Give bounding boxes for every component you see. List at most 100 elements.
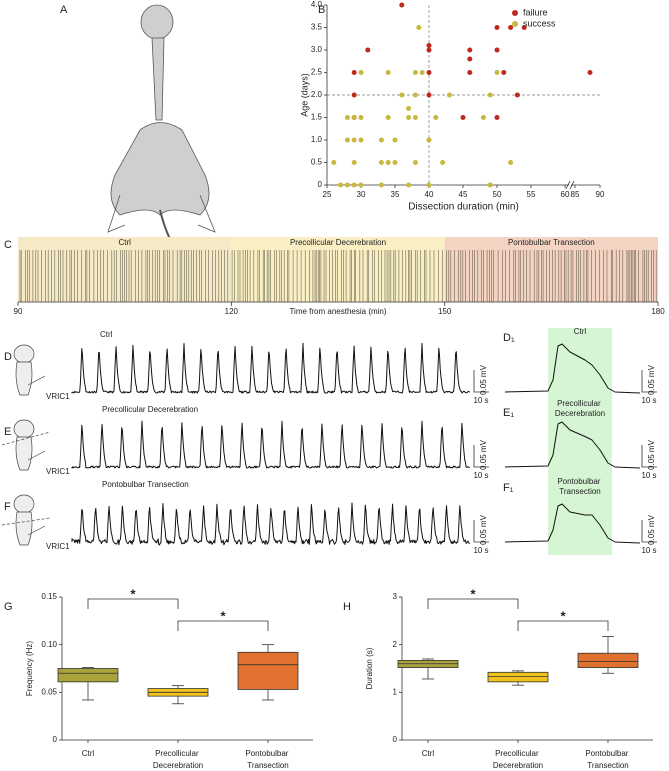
significance-bracket [177,620,269,631]
data-point [385,115,391,120]
data-point [426,47,432,53]
panel-label: G [4,601,13,613]
data-point [351,70,357,75]
specimen-drawing [107,4,216,244]
data-point [358,137,364,143]
x-tick-label: Ctrl [422,749,435,758]
y-tick-label: 0.5 [311,158,323,167]
scale-bar [641,370,657,393]
data-point [351,160,357,165]
x-tick-label: 90 [14,307,23,316]
data-point [494,47,500,53]
zoom-title: Pontobulbar Transection [557,477,602,496]
data-point [351,92,357,98]
scale-x-label: 10 s [641,546,656,555]
data-point [446,92,452,98]
scale-y-label: 0.05 mV [647,439,656,469]
scale-x-label: 10 s [473,471,488,480]
data-point [467,56,473,62]
y-tick-label: 3.5 [311,23,323,32]
data-point [514,92,520,98]
scale-bar [641,520,657,543]
y-tick-label: 1 [393,687,398,696]
x-tick-label: 45 [459,190,468,199]
scale-x-label: 10 s [641,471,656,480]
y-tick-label: 0 [53,735,58,744]
data-point [460,115,466,120]
scale-y-label: 0.05 mV [647,364,656,394]
x-tick-label: 40 [425,190,434,199]
significance-label: * [130,586,136,601]
y-tick-label: 2 [393,640,398,649]
data-point [358,70,364,75]
condition-label: Ctrl [118,238,131,247]
data-point [392,137,398,143]
y-axis-title: Frequency (Hz) [25,641,34,696]
y-tick-label: 4.0 [311,0,323,9]
data-point [392,160,398,165]
data-point [416,25,422,30]
condition-label: Precollicular Decerebration [290,238,386,247]
y-tick-label: 1.0 [311,135,323,144]
scale-y-label: 0.05 mV [479,514,488,544]
data-point [587,70,593,75]
scale-bar [473,370,489,393]
x-tick-label: 85 [571,190,580,199]
condition-label: Pontobulbar Transection [508,238,595,247]
box [487,671,549,683]
significance-label: * [470,586,476,601]
legend-marker [512,21,518,27]
data-point [378,160,384,165]
data-point [344,115,350,120]
brain-sketch [1,344,51,546]
data-point [399,2,405,8]
trace-title: Precollicular Decerebration [102,405,198,414]
data-point [406,106,412,111]
data-point [378,182,384,188]
data-point [419,70,425,75]
scale-x-label: 10 s [473,396,488,405]
data-point [351,182,357,188]
data-point [440,160,446,165]
data-point [467,70,473,75]
data-point [358,115,364,120]
data-point [385,160,391,165]
condition-band [444,237,658,302]
data-point [412,70,418,75]
y-tick-label: 0.05 [41,687,57,696]
trace-title: Pontobulbar Transection [102,480,189,489]
panel-label: E₁ [503,407,514,419]
legend-marker [512,10,518,16]
axis-break [565,180,575,190]
event-barcode [19,250,657,302]
scale-y-label: 0.05 mV [647,514,656,544]
data-point [344,137,350,143]
data-point [426,70,432,75]
trace [71,502,471,546]
electrode-label: VRIC1 [46,542,70,551]
zoom-trace [504,421,641,469]
x-tick-label: 120 [225,307,239,316]
scale-x-label: 10 s [473,546,488,555]
trace-title: Ctrl [100,330,113,339]
data-point [399,92,405,98]
scale-bar [473,445,489,468]
data-point [378,137,384,143]
box [57,668,119,683]
panel-label: F [4,501,11,513]
data-point [433,115,439,120]
y-axis-title: Duration (s) [365,647,374,689]
panel-label: A [60,4,68,16]
data-point [358,182,364,188]
data-point [501,70,507,75]
significance-label: * [220,608,226,623]
panel-label: C [4,239,12,251]
zoom-title: Precollicular Decerebration [555,399,605,418]
data-point [344,182,350,188]
x-tick-label: 55 [527,190,536,199]
panel-label: F₁ [503,482,514,494]
x-tick-label: Pontobulbar Transection [245,749,290,770]
x-tick-label: 30 [357,190,366,199]
scale-bar [473,520,489,543]
